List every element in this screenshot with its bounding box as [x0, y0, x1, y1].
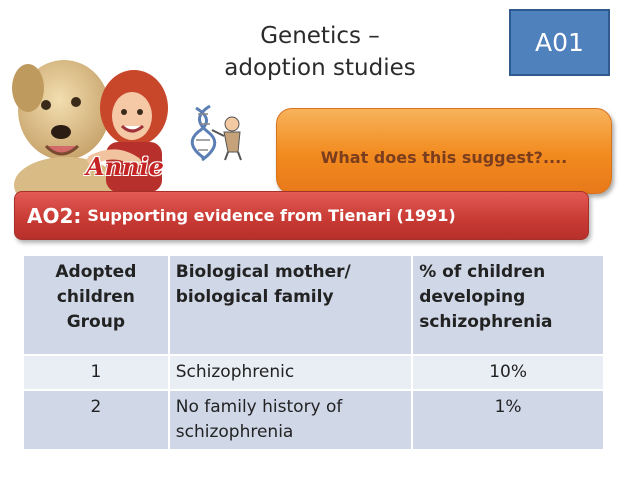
table-row: 2 No family history of schizophrenia 1% — [22, 389, 605, 451]
table-cell: Schizophrenic — [167, 354, 414, 391]
dna-cartoon-icon — [190, 104, 242, 162]
question-callout: What does this suggest?.... — [276, 108, 612, 194]
tienari-table: Adopted children Group Biological mother… — [22, 254, 605, 451]
table-cell: No family history of schizophrenia — [167, 389, 414, 451]
header-cell: Adopted children Group — [22, 254, 170, 356]
callout-text: What does this suggest?.... — [320, 148, 568, 167]
a01-badge: A01 — [509, 9, 610, 76]
banner-label: AO2: — [27, 203, 82, 228]
table-header-row: Adopted children Group Biological mother… — [22, 254, 605, 356]
header-cell: % of children developing schizophrenia — [411, 254, 605, 356]
table-cell: 1% — [411, 389, 605, 451]
title-line-1: Genetics – — [260, 23, 380, 49]
title-line-2: adoption studies — [224, 55, 416, 81]
annie-dog-image — [12, 60, 168, 200]
annie-logo: Annie — [86, 152, 164, 181]
header-cell: Biological mother/ biological family — [167, 254, 414, 356]
banner-text: Supporting evidence from Tienari (1991) — [87, 206, 456, 225]
table-cell: 2 — [22, 389, 170, 451]
slide-title: Genetics – adoption studies — [190, 20, 450, 84]
ao2-banner: AO2: Supporting evidence from Tienari (1… — [14, 191, 589, 240]
table-row: 1 Schizophrenic 10% — [22, 354, 605, 391]
table-cell: 10% — [411, 354, 605, 391]
table-cell: 1 — [22, 354, 170, 391]
